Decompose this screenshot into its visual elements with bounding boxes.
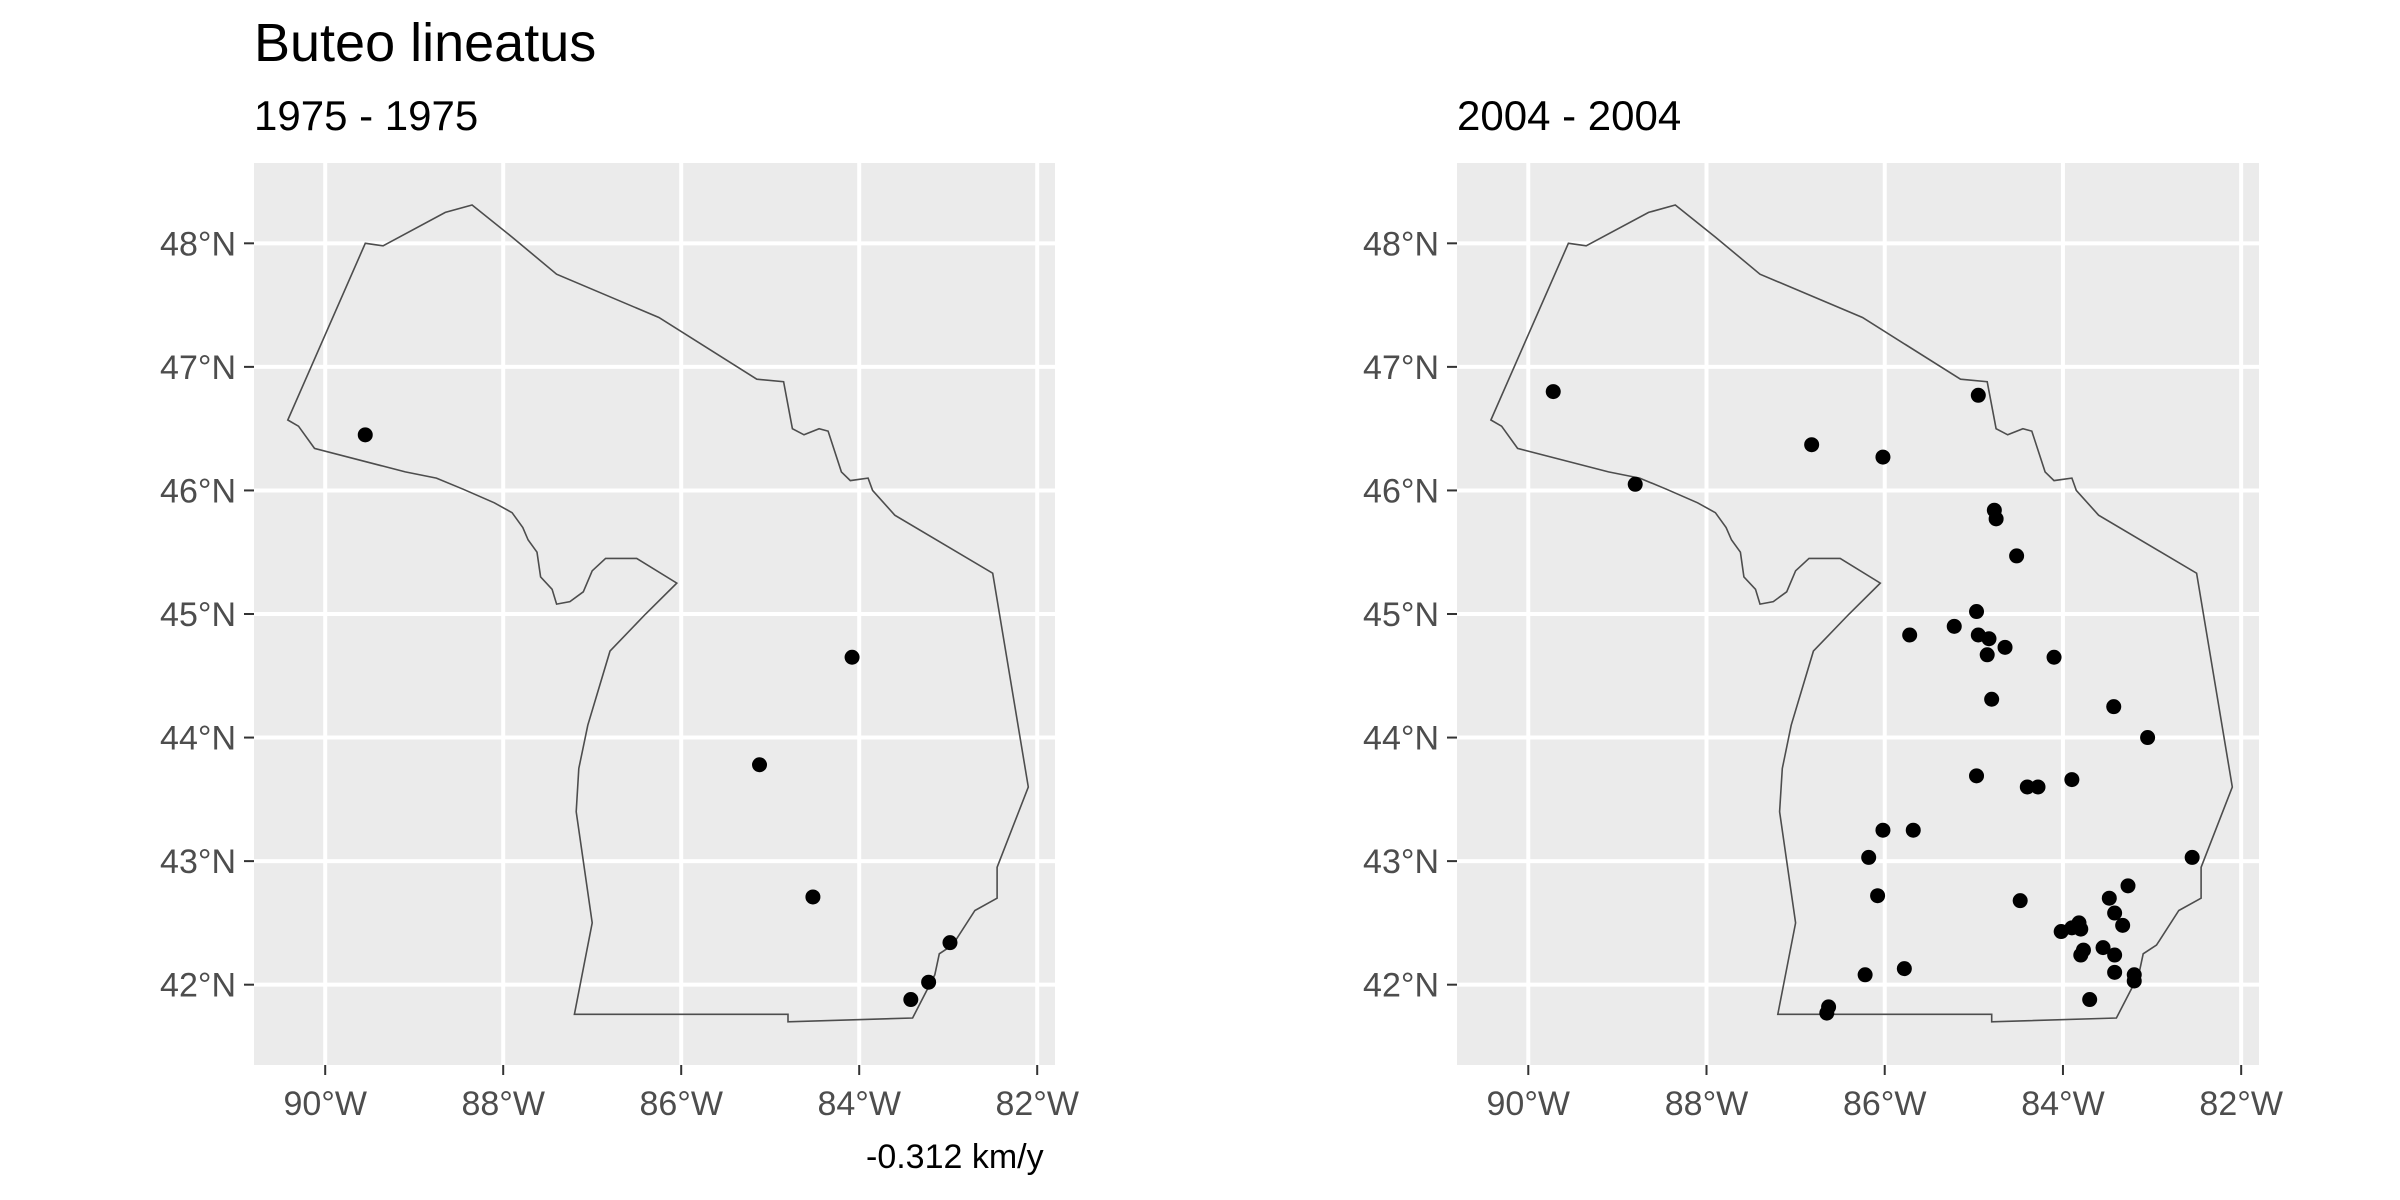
y-tick-label: 46°N: [1363, 472, 1439, 510]
observation-point: [1946, 618, 1962, 634]
observation-point: [1875, 822, 1891, 838]
figure-title: Buteo lineatus: [254, 13, 597, 73]
observation-point: [903, 992, 919, 1008]
observation-point: [2120, 878, 2136, 894]
y-tick-label: 44°N: [1363, 720, 1439, 758]
observation-point: [2140, 730, 2156, 746]
y-tick-label: 43°N: [1363, 843, 1439, 881]
observation-point: [752, 757, 768, 773]
observation-point: [921, 974, 937, 990]
observation-point: [942, 935, 958, 951]
range-shift-note: -0.312 km/y: [866, 1138, 1044, 1176]
y-tick-label: 48°N: [1363, 225, 1439, 263]
observation-point: [2073, 947, 2089, 963]
observation-point: [2107, 947, 2123, 963]
observation-point: [1861, 849, 1877, 865]
observation-point: [2019, 779, 2035, 795]
observation-point: [2106, 699, 2122, 715]
observation-point: [844, 649, 860, 665]
y-tick-label: 48°N: [160, 225, 236, 263]
x-tick-label: 88°W: [461, 1085, 545, 1123]
observation-point: [1896, 961, 1912, 977]
y-tick-label: 47°N: [160, 349, 236, 387]
observation-point: [1984, 691, 2000, 707]
observation-point: [1902, 627, 1918, 643]
observation-point: [2082, 992, 2098, 1008]
y-tick-label: 46°N: [160, 472, 236, 510]
panel-subtitle: 2004 - 2004: [1457, 92, 1681, 139]
state-outline: [286, 204, 1030, 1023]
observation-point: [1627, 476, 1643, 492]
observation-point: [1969, 604, 1985, 620]
observation-point: [2126, 973, 2142, 989]
y-tick-label: 45°N: [1363, 596, 1439, 634]
observation-point: [2095, 940, 2111, 956]
y-tick-label: 44°N: [160, 720, 236, 758]
y-tick-label: 42°N: [1363, 967, 1439, 1005]
observation-point: [2009, 548, 2025, 564]
x-tick-label: 90°W: [283, 1085, 367, 1123]
observation-point: [2184, 849, 2200, 865]
observation-point: [805, 889, 821, 905]
x-tick-label: 90°W: [1487, 1085, 1571, 1123]
y-tick-label: 45°N: [160, 596, 236, 634]
y-tick-label: 42°N: [160, 967, 236, 1005]
observation-point: [2101, 890, 2117, 906]
x-tick-label: 84°W: [817, 1085, 901, 1123]
observation-point: [2115, 917, 2131, 933]
x-tick-label: 86°W: [1843, 1085, 1927, 1123]
observation-point: [2053, 924, 2069, 940]
observation-point: [1905, 822, 1921, 838]
panel-subtitle: 1975 - 1975: [254, 92, 478, 139]
observation-point: [2107, 964, 2123, 980]
observation-point: [1979, 647, 1995, 663]
observation-point: [1988, 511, 2004, 527]
state-outline: [1489, 204, 2234, 1023]
y-tick-label: 43°N: [160, 843, 236, 881]
y-tick-label: 47°N: [1363, 349, 1439, 387]
observation-point: [2012, 893, 2028, 909]
x-tick-label: 82°W: [2199, 1085, 2283, 1123]
observation-point: [1857, 967, 1873, 983]
x-tick-label: 88°W: [1665, 1085, 1749, 1123]
observation-point: [1870, 888, 1886, 904]
x-tick-label: 84°W: [2021, 1085, 2105, 1123]
panel-right: 2004 - 2004 42°N 43°N 44°N 45°N 46°N 47°N 48°N 9…: [1363, 92, 2283, 1123]
observation-point: [357, 427, 373, 443]
panel-left: 1975 - 1975 42°N 43°N 44°N 45°N 46°N 47°N 48°N 9…: [160, 92, 1079, 1123]
observation-point: [2030, 779, 2046, 795]
x-tick-label: 82°W: [995, 1085, 1079, 1123]
observation-point: [1997, 639, 2013, 655]
observation-point: [1819, 1005, 1835, 1021]
observation-point: [1875, 449, 1891, 465]
observation-point: [2046, 649, 2062, 665]
observation-point: [2073, 921, 2089, 937]
observation-point: [1545, 384, 1561, 400]
observation-point: [2107, 905, 2123, 921]
observation-point: [1804, 437, 1820, 453]
observation-point: [2064, 772, 2080, 788]
observation-point: [1981, 631, 1997, 647]
observation-point: [1970, 387, 1986, 403]
observation-point: [1969, 768, 1985, 784]
x-tick-label: 86°W: [639, 1085, 723, 1123]
